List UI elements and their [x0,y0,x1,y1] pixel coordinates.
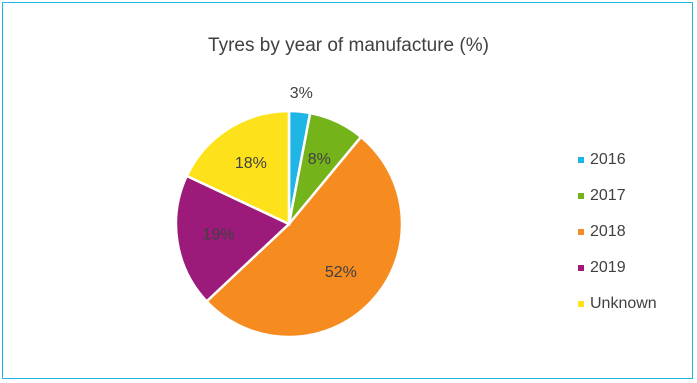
legend-item-unknown: Unknown [578,286,657,322]
legend-label: 2019 [590,259,626,276]
legend-swatch [578,193,584,199]
data-label-2017: 8% [308,151,331,168]
data-label-2016: 3% [290,85,313,102]
pie-slice-2019 [174,174,292,304]
data-label-2019: 19% [203,226,235,243]
legend-label: Unknown [590,295,657,312]
legend-swatch [578,157,584,163]
legend-swatch [578,301,584,307]
legend-item-2017: 2017 [578,178,657,214]
chart-legend: 2016 2017 2018 2019 Unknown [578,142,657,322]
legend-swatch [578,265,584,271]
legend-item-2016: 2016 [578,142,657,178]
legend-label: 2018 [590,223,626,240]
chart-title: Tyres by year of manufacture (%) [208,35,489,56]
legend-swatch [578,229,584,235]
pie-slice-unknown [185,109,291,226]
legend-item-2018: 2018 [578,214,657,250]
pie-slice-2018 [204,135,404,339]
data-label-unknown: 18% [235,155,267,172]
legend-label: 2016 [590,151,626,168]
legend-label: 2017 [590,187,626,204]
legend-item-2019: 2019 [578,250,657,286]
data-label-2018: 52% [325,264,357,281]
